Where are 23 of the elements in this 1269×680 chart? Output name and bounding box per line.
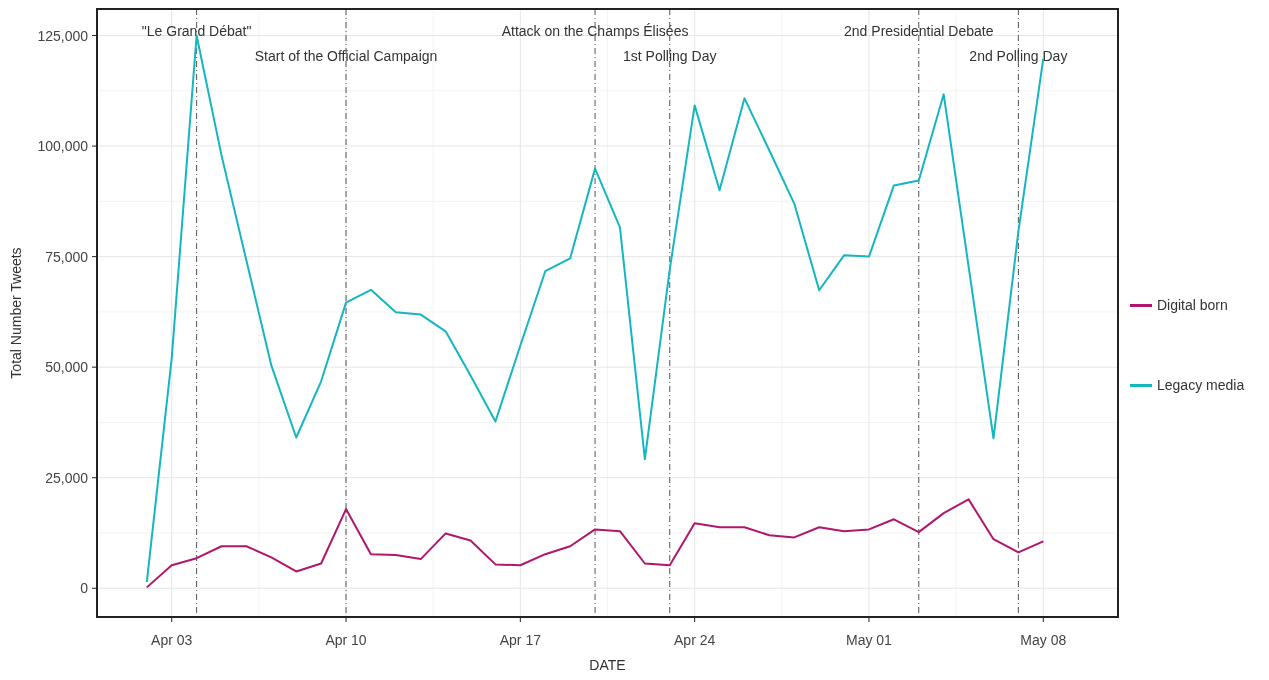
y-tick-label: 0 <box>80 580 89 597</box>
y-tick-label: 125,000 <box>37 27 89 44</box>
legend-label: Digital born <box>1157 297 1228 313</box>
ref-line-label: Start of the Official Campaign <box>254 48 438 64</box>
y-axis-title: Total Number Tweets <box>8 247 24 379</box>
ref-line-label: 2nd Polling Day <box>969 48 1068 64</box>
line-series <box>145 498 1045 589</box>
x-tick-label: Apr 03 <box>151 632 193 648</box>
x-tick-label: May 01 <box>846 632 893 648</box>
x-tick-label: Apr 17 <box>499 632 542 648</box>
x-tick-label: May 08 <box>1020 632 1067 648</box>
legend-label: Legacy media <box>1157 377 1245 393</box>
ref-line-label: "Le Grand Débat" <box>141 23 252 39</box>
x-tick-label: Apr 10 <box>325 632 367 648</box>
x-tick-label: Apr 24 <box>674 632 716 648</box>
ref-line-label: 2nd Presidential Debate <box>844 23 994 39</box>
y-tick-label: 25,000 <box>45 469 89 486</box>
y-tick-label: 50,000 <box>45 359 89 376</box>
y-tick-label: 100,000 <box>37 138 89 155</box>
y-tick-label: 75,000 <box>45 248 89 265</box>
x-axis-title: DATE <box>589 657 626 673</box>
ref-line-label: Attack on the Champs Élisées <box>501 23 689 39</box>
ref-line-label: 1st Polling Day <box>623 48 717 64</box>
